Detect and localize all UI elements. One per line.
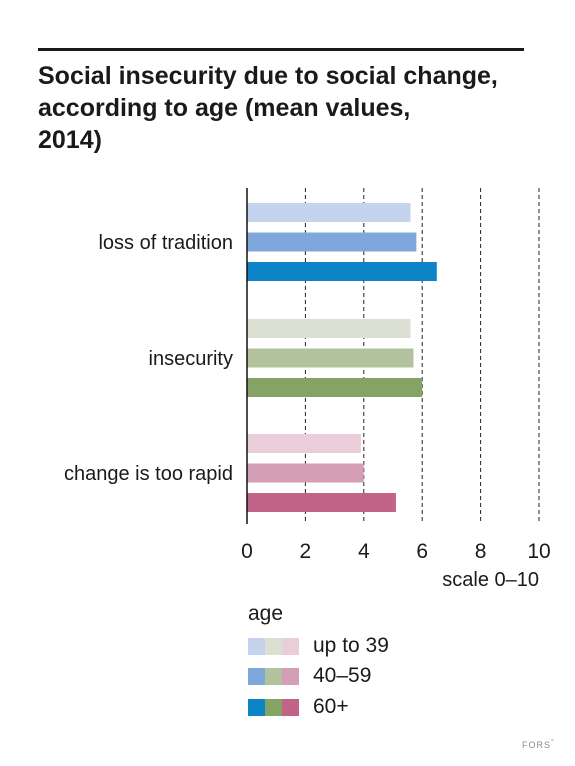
chart-title-line-1: Social insecurity due to social change,	[38, 62, 498, 90]
legend-label: 40–59	[313, 664, 372, 687]
category-label: loss of tradition	[98, 232, 233, 254]
legend-swatch	[265, 698, 282, 716]
category-label: insecurity	[149, 348, 233, 370]
x-tick-label: 6	[416, 540, 428, 563]
legend-swatch	[282, 667, 299, 685]
chart-title-line-3: 2014)	[38, 126, 102, 154]
legend-swatch	[248, 667, 265, 685]
legend-swatch	[282, 698, 299, 716]
legend-swatch	[248, 637, 265, 655]
bar	[247, 348, 414, 368]
bar	[247, 434, 361, 453]
bar	[247, 262, 437, 281]
bar	[247, 203, 411, 222]
bar	[247, 463, 364, 483]
brand-logo: FORS°	[522, 739, 555, 750]
legend-label: up to 39	[313, 634, 389, 657]
bar	[247, 378, 423, 397]
legend-title: age	[248, 602, 284, 625]
bar	[247, 493, 396, 512]
legend-item-up-to-39: up to 39	[248, 634, 389, 657]
chart-title-line-2: according to age (mean values,	[38, 94, 411, 122]
bar	[247, 232, 417, 252]
legend-swatch	[265, 637, 282, 655]
category-label: change is too rapid	[64, 463, 233, 485]
legend-swatch	[248, 698, 265, 716]
bar	[247, 319, 411, 338]
x-axis-label: scale 0–10	[442, 569, 539, 591]
brand-dot: °	[551, 739, 555, 746]
legend-swatch	[265, 667, 282, 685]
x-tick-label: 8	[475, 540, 487, 563]
legend-label: 60+	[313, 695, 349, 718]
brand-name: FORS	[522, 740, 552, 750]
top-rule	[38, 48, 524, 51]
legend-swatch	[282, 637, 299, 655]
chart-title: Social insecurity due to social change, …	[38, 60, 538, 156]
x-tick-label: 0	[241, 540, 253, 563]
legend-item-60-plus: 60+	[248, 695, 349, 718]
x-tick-label: 4	[358, 540, 370, 563]
x-tick-label: 2	[300, 540, 312, 563]
legend-item-40-59: 40–59	[248, 664, 372, 687]
x-tick-label: 10	[527, 540, 550, 563]
